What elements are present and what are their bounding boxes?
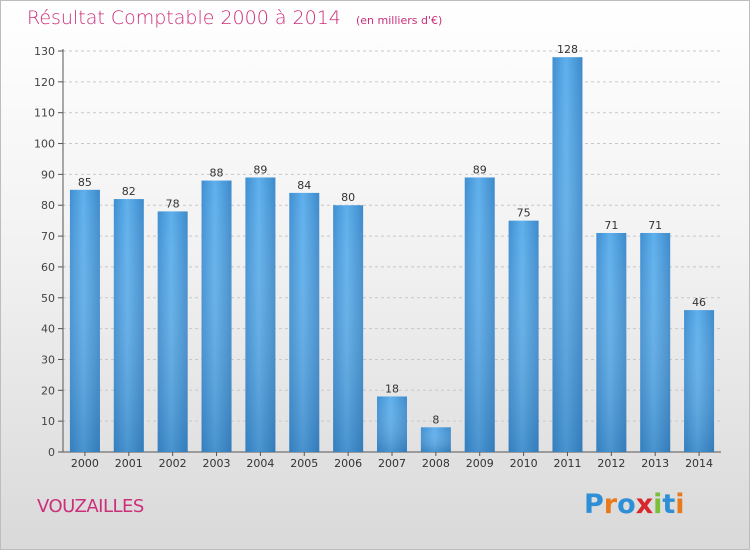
x-tick-label: 2003 [203,457,231,470]
x-tick-label: 2002 [159,457,187,470]
bar-value-label: 82 [122,185,136,198]
x-tick-label: 2005 [290,457,318,470]
x-tick-label: 2000 [71,457,99,470]
y-tick-label: 60 [41,261,55,274]
x-tick-label: 2008 [422,457,450,470]
x-tick-label: 2012 [597,457,625,470]
bar-value-label: 128 [557,43,578,56]
bar-value-label: 89 [253,163,267,176]
bar-value-label: 78 [166,197,180,210]
bar-shade [420,427,451,452]
logo-letter: i [675,489,685,520]
bar-value-label: 85 [78,176,92,189]
bar-shade [157,211,188,452]
bar-shade [201,180,232,453]
bar-shade [245,177,276,452]
chart-title: Résultat Comptable 2000 à 2014 [27,7,341,29]
y-tick-label: 10 [41,415,55,428]
bar-shade [69,189,100,453]
logo-letter: r [603,489,618,520]
bar-value-label: 46 [692,296,706,309]
logo-letter: i [653,489,663,520]
y-tick-label: 80 [41,199,55,212]
y-tick-label: 40 [41,323,55,336]
proxiti-logo[interactable]: Proxiti [584,489,685,520]
bar-shade [113,199,144,452]
data-labels: 85 82 78 88 89 84 80 18 8 89 75 128 71 71 46 [78,43,706,426]
y-tick-label: 100 [34,138,55,151]
bar-shade [508,220,539,452]
logo-letter: P [584,489,604,520]
bar-shade [464,177,495,452]
logo-letter: o [617,489,636,520]
y-tick-label: 110 [34,107,55,120]
logo-letter: x [635,489,654,520]
bar-value-label: 88 [210,167,224,180]
bar-shade [333,205,364,452]
x-tick-label: 2007 [378,457,406,470]
bar-shade [596,232,627,452]
bar-shade [640,232,671,452]
bar-value-label: 75 [517,207,531,220]
bar-value-label: 8 [432,413,439,426]
chart-subtitle: (en milliers d'€) [355,14,443,27]
place-name: VOUZAILLES [37,496,144,517]
y-tick-label: 30 [41,353,55,366]
y-tick-label: 70 [41,230,55,243]
x-tick-label: 2013 [641,457,669,470]
chart-title-block: Résultat Comptable 2000 à 2014 (en milli… [27,7,442,29]
bar-shade [684,310,715,452]
bar-value-label: 89 [473,163,487,176]
x-tick-label: 2011 [553,457,581,470]
x-tick-label: 2006 [334,457,362,470]
x-tick-label: 2001 [115,457,143,470]
y-tick-label: 50 [41,292,55,305]
bar-value-label: 71 [648,219,662,232]
bar-value-label: 18 [385,382,399,395]
y-tick-label: 120 [34,76,55,89]
bar-value-label: 84 [297,179,311,192]
bar-value-label: 80 [341,191,355,204]
y-tick-label: 20 [41,384,55,397]
x-tick-label: 2009 [466,457,494,470]
x-tick-label: 2004 [246,457,274,470]
bar-shade [552,57,583,453]
bar-shade [289,192,320,452]
y-tick-label: 90 [41,168,55,181]
bar-value-label: 71 [604,219,618,232]
bar-shade [377,396,407,452]
y-tick-label: 0 [48,446,55,459]
y-tick-label: 130 [34,45,55,58]
x-tick-label: 2010 [510,457,538,470]
bars [69,57,715,453]
logo-letter: t [662,489,676,520]
x-tick-label: 2014 [685,457,713,470]
